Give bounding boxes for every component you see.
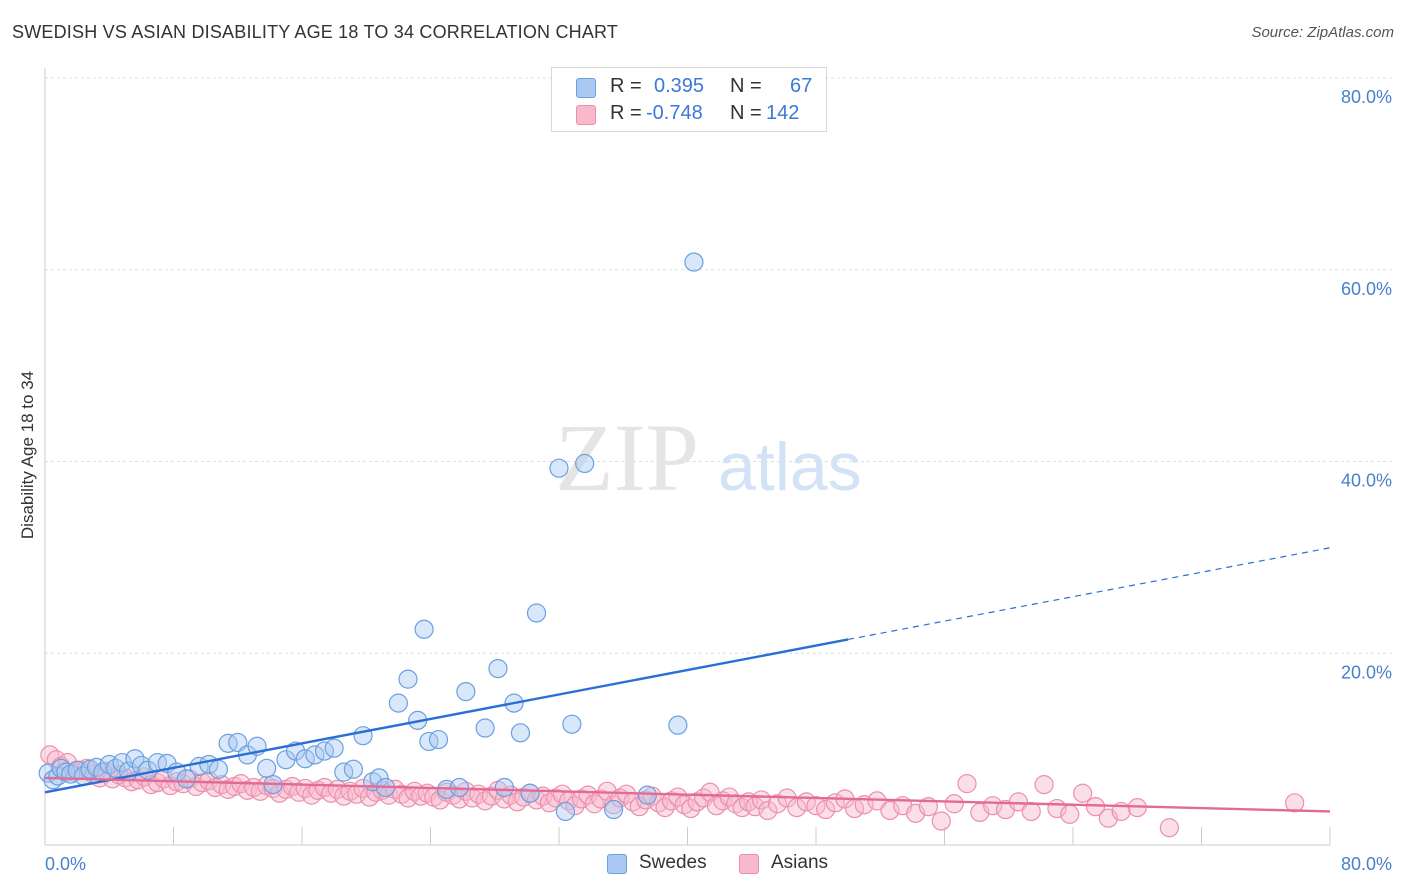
swedes-point — [257, 758, 277, 778]
legend-swatch-asians — [739, 854, 759, 874]
swedes-point — [684, 252, 704, 272]
swedes-point — [176, 769, 196, 789]
gridlines — [45, 77, 1392, 654]
y-tick-label: 40.0% — [1341, 471, 1392, 491]
correlation-legend: R = 0.395 N = 67 R = -0.748 N = 142 — [551, 67, 827, 132]
asians-point — [944, 794, 964, 814]
asians-point — [1285, 793, 1305, 813]
x-tick-label: 0.0% — [45, 854, 86, 874]
legend-n-value: 67 — [790, 75, 813, 97]
swedes-point — [668, 715, 688, 735]
swedes-trendline-extension — [848, 547, 1331, 641]
swedes-point — [398, 669, 418, 689]
swedes-point — [428, 729, 449, 750]
asians-point — [1021, 801, 1041, 822]
watermark-zip: ZIP — [555, 404, 699, 511]
legend-r-value: -0.748 — [646, 102, 703, 124]
legend-label-swedes: Swedes — [639, 852, 707, 873]
legend-label-asians: Asians — [771, 852, 829, 873]
asians-point — [1034, 774, 1054, 795]
swedes-point — [414, 619, 434, 639]
tick-labels: 20.0% 40.0% 60.0% 80.0% 0.0% 80.0% — [45, 87, 1392, 874]
asians-point — [806, 796, 826, 816]
trendlines — [44, 547, 1331, 813]
y-tick-label: 20.0% — [1341, 662, 1392, 682]
legend-r-label: R = — [610, 75, 642, 97]
swedes-point — [456, 681, 476, 702]
y-tick-label: 60.0% — [1341, 279, 1392, 299]
legend-n-value: 142 — [766, 102, 800, 124]
asians-point — [983, 796, 1003, 816]
asians-series — [40, 745, 1305, 838]
asians-point — [880, 800, 900, 821]
y-tick-label: 80.0% — [1341, 87, 1392, 107]
swedes-point — [419, 731, 439, 752]
chart-title: SWEDISH VS ASIAN DISABILITY AGE 18 TO 34… — [12, 22, 619, 42]
swedes-point — [494, 777, 514, 798]
swedes-point — [218, 733, 238, 753]
asians-point — [1159, 818, 1179, 838]
swedes-point — [526, 603, 547, 623]
legend-n-label: N = — [730, 102, 762, 124]
swedes-point — [295, 749, 315, 769]
asians-point — [430, 790, 450, 810]
swedes-point — [305, 745, 325, 765]
asians-point — [767, 794, 788, 814]
asians-point — [1008, 792, 1028, 812]
axes — [44, 68, 1331, 846]
asians-trendline — [44, 776, 1331, 813]
swedes-point — [555, 801, 576, 822]
swedes-point — [343, 759, 363, 779]
swedes-point — [575, 453, 595, 474]
swedes-trendline — [44, 638, 849, 794]
asians-point — [1060, 804, 1080, 824]
swedes-point — [388, 693, 408, 713]
swedes-series — [38, 252, 704, 822]
swedes-point — [637, 785, 657, 805]
swedes-point — [604, 799, 624, 820]
asians-point — [816, 799, 836, 820]
watermark-atlas: atlas — [718, 429, 862, 505]
legend-r-label: R = — [610, 102, 642, 124]
swedes-point — [520, 783, 540, 803]
swedes-point — [208, 759, 229, 779]
swedes-point — [488, 658, 508, 679]
swedes-point — [549, 458, 569, 478]
swedes-point — [562, 714, 582, 734]
legend-r-value: 0.395 — [654, 75, 705, 97]
legend-swatch-swedes — [607, 854, 627, 874]
swedes-point — [475, 718, 495, 738]
asians-point — [957, 774, 977, 794]
swedes-point — [324, 738, 344, 758]
watermark: ZIP atlas — [555, 404, 862, 511]
source-label: Source: ZipAtlas.com — [1251, 24, 1394, 41]
asians-point — [758, 800, 778, 821]
swedes-point — [510, 723, 531, 743]
asians-point — [1073, 783, 1093, 803]
legend-swatch-asians — [576, 105, 596, 125]
asians-point — [668, 787, 688, 807]
asians-point — [931, 811, 951, 831]
x-tick-label: 80.0% — [1341, 854, 1392, 874]
legend-n-label: N = — [730, 75, 762, 97]
legend-swatch-swedes — [576, 78, 596, 98]
